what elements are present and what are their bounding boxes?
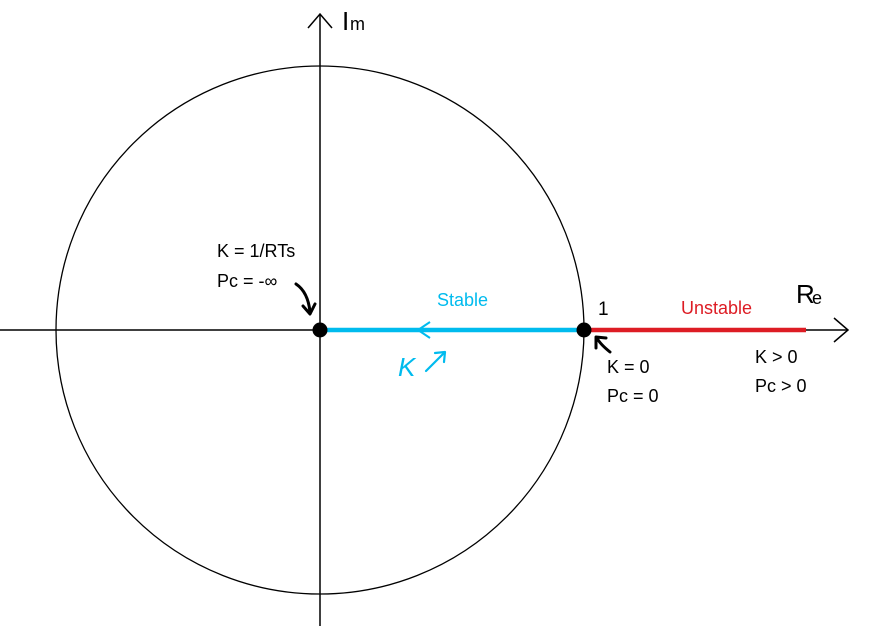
real-axis-label: R: [796, 279, 815, 309]
k-direction-label: K: [398, 352, 417, 382]
real-axis-arrowhead: [833, 317, 850, 343]
unstable-annotation-line2: Pc > 0: [755, 376, 807, 396]
k-increase-arrowhead: [433, 350, 447, 364]
stable-direction-arrow: [416, 321, 431, 339]
unstable-annotation-line1: K > 0: [755, 347, 798, 367]
stable-label: Stable: [437, 290, 488, 310]
origin-pointer-arrow: [294, 282, 312, 314]
origin-pointer-arrowhead: [301, 302, 317, 316]
unit-annotation-line1: K = 0: [607, 357, 650, 377]
origin-annotation-line2: Pc = -∞: [217, 271, 278, 291]
imag-axis-label: I: [342, 6, 349, 36]
unit-point: [576, 322, 592, 338]
unit-annotation-line2: Pc = 0: [607, 386, 659, 406]
imag-axis-arrowhead: [307, 12, 333, 29]
origin-point: [312, 322, 328, 338]
unit-pointer-arrowhead: [594, 335, 608, 350]
unit-point-label: 1: [598, 299, 609, 320]
unstable-label: Unstable: [681, 298, 752, 318]
k-increase-arrow: [424, 351, 446, 373]
real-axis-label-sub: e: [812, 288, 822, 308]
imag-axis-label-sub: m: [350, 14, 365, 34]
origin-annotation-line1: K = 1/RTs: [217, 241, 295, 261]
unit-pointer-arrow: [595, 336, 612, 354]
